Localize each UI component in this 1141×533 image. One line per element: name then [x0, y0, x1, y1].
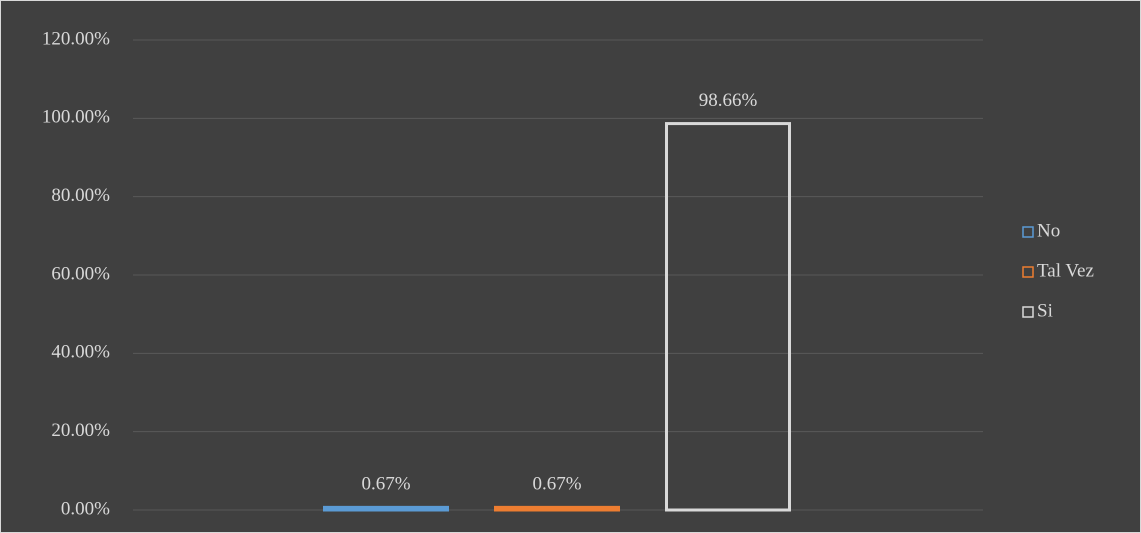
data-label: 0.67%: [532, 474, 581, 495]
data-label: 98.66%: [699, 90, 758, 111]
y-tick-label: 100.00%: [42, 107, 110, 128]
y-tick-label: 80.00%: [51, 185, 110, 206]
bar: [665, 122, 791, 512]
legend-swatch: [1022, 266, 1034, 278]
legend-label: Si: [1037, 300, 1053, 321]
y-tick-label: 120.00%: [42, 28, 110, 49]
y-tick-label: 0.00%: [61, 498, 110, 519]
legend-label: No: [1037, 220, 1060, 241]
y-tick-label: 20.00%: [51, 420, 110, 441]
y-tick-label: 60.00%: [51, 263, 110, 284]
bar: [494, 505, 620, 512]
data-label: 0.67%: [361, 474, 410, 495]
legend-label: Tal Vez: [1037, 260, 1094, 281]
legend-swatch: [1022, 226, 1034, 238]
legend-swatch: [1022, 306, 1034, 318]
y-tick-label: 40.00%: [51, 342, 110, 363]
bar: [323, 505, 449, 512]
